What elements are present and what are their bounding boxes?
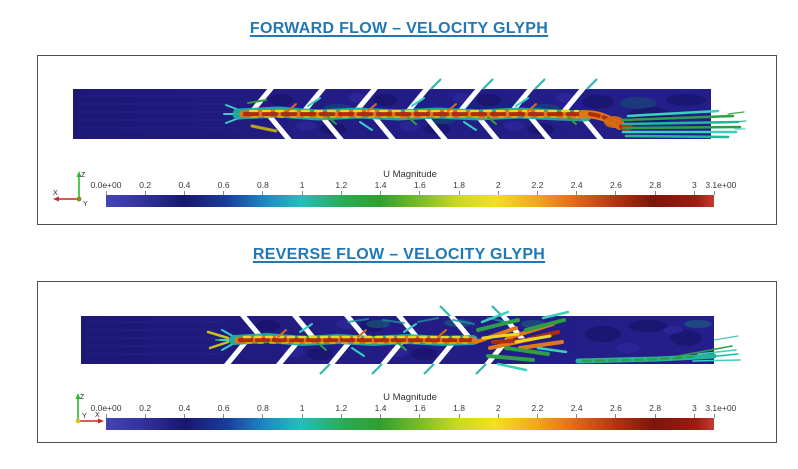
colorbar-tick-mark: [380, 191, 382, 195]
colorbar-tick-mark: [497, 191, 499, 195]
axis-label-z: Z: [80, 394, 85, 401]
colorbar-tick-mark: [576, 414, 578, 418]
colorbar-gradient: [106, 195, 714, 207]
colorbar-tick-mark: [144, 414, 146, 418]
colorbar-tick-mark: [419, 191, 421, 195]
colorbar-tick-label: 0.2: [139, 403, 152, 413]
colorbar-tick-label: 2.4: [570, 180, 583, 190]
colorbar-tick-mark: [693, 191, 695, 195]
colorbar-tick-mark: [340, 191, 342, 195]
colorbar-tick-mark: [380, 414, 382, 418]
colorbar-tick-mark: [713, 191, 715, 195]
colorbar-tick-label: 3.1e+00: [705, 180, 737, 190]
colorbar-tick-label: 1.4: [374, 403, 387, 413]
colorbar-tick-mark: [536, 414, 538, 418]
colorbar-tick-label: 1.2: [335, 403, 348, 413]
colorbar: U Magnitude 0.0e+00 0.2 0.4 0.6 0.8 1 1.2 1.4 1.…: [91, 169, 736, 207]
colorbar-tick-mark: [497, 414, 499, 418]
colorbar-tick-label: 0.0e+00: [90, 403, 122, 413]
axis-label-y: Y: [83, 201, 88, 208]
colorbar-tick-label: 2.6: [610, 403, 622, 413]
forward-flow-panel: Z X Y U Magnitude 0.0e+00 0.2 0.4 0.6 0.8 1 1.…: [37, 55, 777, 225]
colorbar-tick-label: 0.6: [217, 180, 230, 190]
colorbar-tick-mark: [536, 191, 538, 195]
axis-label-y: Y: [82, 413, 87, 420]
colorbar-tick-mark: [458, 191, 460, 195]
colorbar-tick-label: 0.0e+00: [90, 180, 122, 190]
colorbar-tick-label: 0.6: [217, 403, 230, 413]
colorbar: U Magnitude 0.0e+00 0.2 0.4 0.6 0.8 1 1.2 1.4 1.…: [91, 392, 736, 430]
colorbar-tick-label: 2.2: [531, 180, 544, 190]
colorbar-tick-mark: [615, 191, 617, 195]
colorbar-tick-mark: [223, 414, 225, 418]
axis-label-z: Z: [81, 172, 86, 179]
colorbar-tick-label: 1.8: [453, 180, 465, 190]
colorbar-tick-mark: [183, 191, 185, 195]
colorbar-tick-mark: [301, 191, 303, 195]
colorbar-tick-mark: [576, 191, 578, 195]
colorbar-tick-mark: [654, 191, 656, 195]
colorbar-tick-mark: [105, 191, 107, 195]
colorbar-tick-label: 0.8: [256, 403, 269, 413]
colorbar-title: U Magnitude: [383, 392, 437, 403]
baffle-tip-glyphs: [430, 78, 598, 90]
colorbar-tick-label: 2.6: [610, 180, 622, 190]
colorbar-tick-label: 0.4: [178, 180, 191, 190]
axis-label-x: X: [95, 412, 100, 419]
colorbar-tick-label: 2.8: [649, 180, 662, 190]
colorbar-tick-mark: [223, 191, 225, 195]
outlet-glyphs: [579, 109, 747, 139]
colorbar-tick-mark: [654, 414, 656, 418]
orientation-axes-icon: Z X Y: [53, 171, 88, 208]
outlet-glyphs: [575, 335, 741, 364]
colorbar-tick-mark: [340, 414, 342, 418]
flow-visualization-forward: Z X Y: [53, 78, 747, 208]
colorbar-tick-mark: [262, 191, 264, 195]
colorbar-tick-mark: [615, 414, 617, 418]
colorbar-tick-label: 2: [495, 180, 501, 190]
reverse-flow-panel: Z X Y U Magnitude 0.0e+00 0.2 0.4 0.6 0.8 1 1.…: [37, 281, 777, 443]
colorbar-tick-label: 3: [692, 180, 697, 190]
axis-label-x: X: [53, 190, 58, 197]
reverse-flow-title: REVERSE FLOW – VELOCITY GLYPH: [252, 246, 546, 263]
orientation-axes-icon: Z X Y: [75, 393, 104, 424]
colorbar-tick-label: 1: [299, 180, 305, 190]
colorbar-tick-label: 2.2: [531, 403, 544, 413]
colorbar-tick-mark: [693, 414, 695, 418]
flow-visualization-reverse: Z X Y: [75, 305, 741, 424]
colorbar-tick-mark: [458, 414, 460, 418]
colorbar-tick-label: 1.6: [413, 403, 426, 413]
colorbar-tick-mark: [262, 414, 264, 418]
colorbar-tick-label: 0.4: [178, 403, 191, 413]
colorbar-title: U Magnitude: [383, 169, 437, 180]
colorbar-gradient: [106, 418, 714, 430]
colorbar-ticks: 0.0e+00 0.2 0.4 0.6 0.8 1 1.2 1.4 1.6 1.8 2 2.2 2.4 2…: [91, 180, 736, 195]
colorbar-tick-label: 0.2: [139, 180, 152, 190]
colorbar-tick-label: 1: [299, 403, 305, 413]
colorbar-tick-label: 2.8: [649, 403, 662, 413]
colorbar-tick-label: 1.2: [335, 180, 348, 190]
colorbar-tick-mark: [183, 414, 185, 418]
colorbar-ticks: 0.0e+00 0.2 0.4 0.6 0.8 1 1.2 1.4 1.6 1.8 2 2.2 2.4 2…: [91, 403, 736, 418]
colorbar-tick-label: 1.6: [413, 180, 426, 190]
colorbar-tick-mark: [144, 191, 146, 195]
colorbar-tick-mark: [713, 414, 715, 418]
colorbar-tick-label: 2: [495, 403, 501, 413]
forward-flow-title: FORWARD FLOW – VELOCITY GLYPH: [249, 20, 549, 37]
colorbar-tick-label: 3: [692, 403, 697, 413]
colorbar-tick-label: 1.8: [453, 403, 465, 413]
colorbar-tick-mark: [105, 414, 107, 418]
colorbar-tick-label: 0.8: [256, 180, 269, 190]
colorbar-tick-label: 1.4: [374, 180, 387, 190]
colorbar-tick-mark: [419, 414, 421, 418]
jet-glyphs: [223, 97, 592, 133]
colorbar-tick-label: 3.1e+00: [705, 403, 737, 413]
jet-glyphs: [206, 310, 570, 372]
colorbar-tick-mark: [301, 414, 303, 418]
colorbar-tick-label: 2.4: [570, 403, 583, 413]
